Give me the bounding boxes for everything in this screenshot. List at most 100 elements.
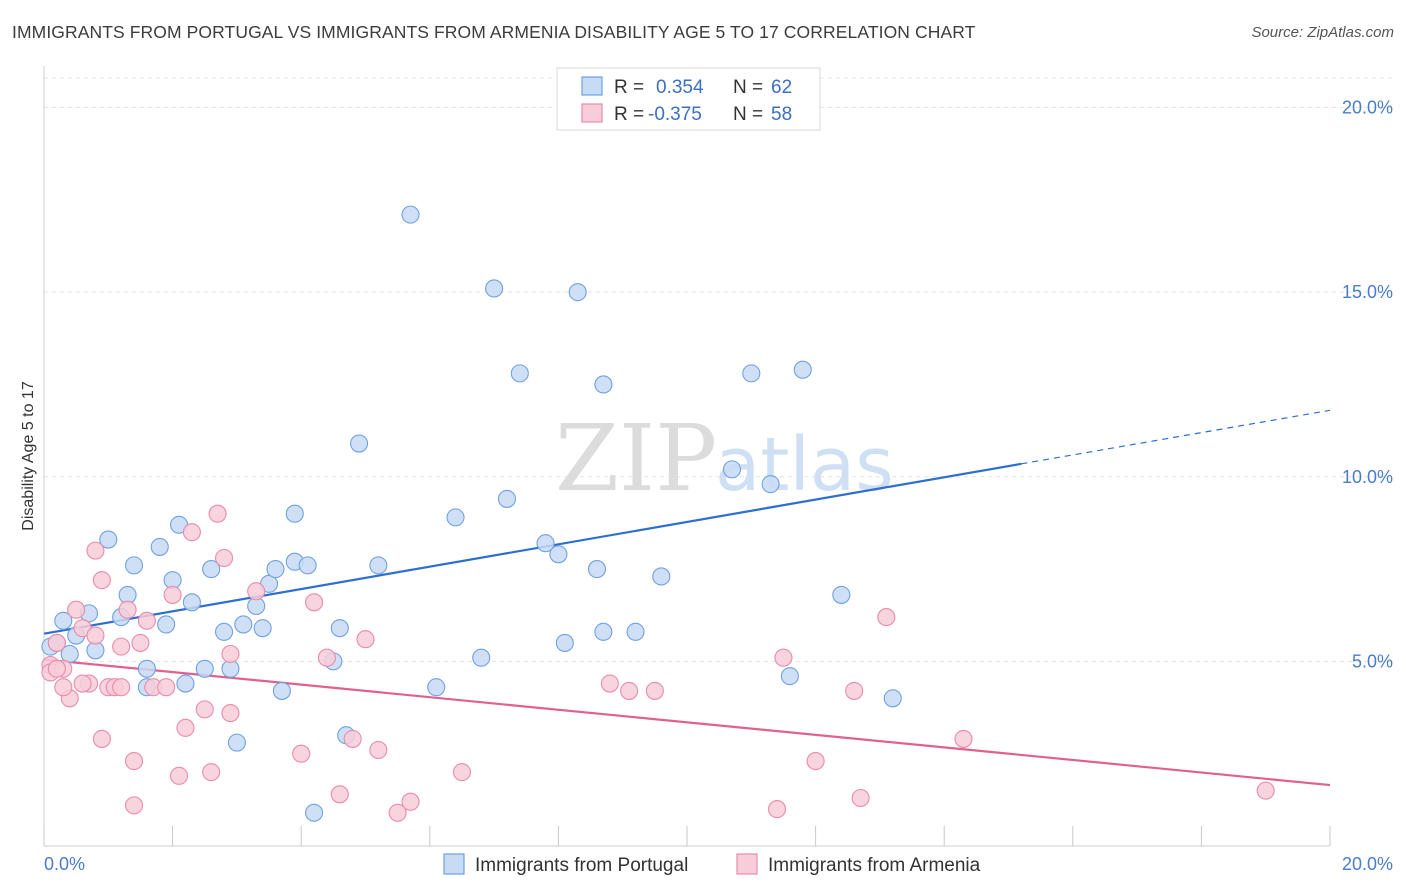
legend-n-label-portugal: N = — [733, 77, 763, 98]
portugal-point — [124, 556, 144, 575]
portugal-point — [555, 633, 574, 652]
armenia-point — [182, 523, 201, 542]
portugal-point — [195, 659, 214, 678]
armenia-point — [1256, 781, 1275, 800]
armenia-point — [620, 681, 639, 700]
armenia-point — [767, 800, 787, 819]
portugal-trend-line — [43, 462, 1022, 635]
legend-swatch-armenia — [581, 103, 603, 123]
armenia-point — [118, 600, 137, 619]
portugal-point — [472, 648, 491, 667]
portugal-point — [176, 674, 195, 693]
portugal-point — [227, 733, 246, 752]
points-layer — [41, 205, 1275, 822]
y-tick-label: 5.0% — [1352, 651, 1393, 671]
armenia-point — [221, 704, 240, 723]
portugal-point — [350, 434, 369, 453]
portugal-point — [446, 508, 465, 527]
armenia-point — [163, 585, 182, 604]
portugal-point — [427, 678, 446, 697]
portugal-point — [99, 530, 118, 549]
portugal-point — [761, 475, 780, 494]
legend-r-label-portugal: R = — [614, 77, 644, 98]
portugal-point — [253, 619, 272, 638]
legend-r-value-portugal: 0.354 — [656, 77, 704, 98]
armenia-point — [86, 626, 105, 645]
armenia-point — [137, 611, 156, 630]
grid-layer — [44, 77, 1395, 662]
armenia-point — [305, 593, 324, 612]
trend-layer — [43, 409, 1331, 787]
armenia-point — [54, 678, 73, 697]
portugal-point — [157, 615, 176, 634]
portugal-point — [182, 593, 201, 612]
portugal-point — [298, 556, 317, 575]
portugal-point — [266, 560, 285, 579]
watermark-atlas: atlas — [715, 422, 894, 508]
armenia-point — [806, 752, 825, 771]
portugal-point — [536, 534, 555, 553]
portugal-point — [137, 659, 156, 678]
portugal-point — [369, 556, 388, 575]
portugal-point — [722, 460, 742, 479]
bottom-legend-label-portugal: Immigrants from Portugal — [475, 855, 688, 876]
legend-swatch-portugal — [581, 76, 603, 96]
armenia-point — [954, 729, 973, 748]
portugal-point — [883, 689, 902, 708]
armenia-point — [157, 678, 176, 697]
portugal-point — [742, 364, 761, 383]
armenia-point — [195, 700, 214, 719]
portugal-point — [510, 364, 529, 383]
portugal-point — [549, 545, 568, 564]
chart-source: Source: ZipAtlas.com — [1251, 24, 1394, 41]
armenia-point — [845, 681, 864, 700]
portugal-point — [594, 375, 613, 394]
x-tick-label-max: 20.0% — [1342, 854, 1393, 874]
armenia-point — [851, 788, 870, 808]
armenia-point — [86, 541, 105, 560]
armenia-point — [317, 648, 336, 667]
x-tick-label-min: 0.0% — [44, 854, 85, 874]
legend-n-value-portugal: 62 — [771, 77, 792, 98]
armenia-point — [73, 674, 92, 693]
armenia-point — [221, 644, 240, 664]
armenia-point — [600, 674, 619, 693]
y-tick-label: 20.0% — [1342, 98, 1393, 118]
portugal-point — [793, 360, 812, 379]
armenia-point — [356, 630, 375, 649]
armenia-point — [247, 582, 266, 601]
armenia-point — [877, 608, 896, 627]
watermark-zip: ZIP — [555, 405, 717, 512]
portugal-point — [594, 622, 613, 641]
armenia-point — [292, 744, 311, 763]
armenia-point — [169, 766, 189, 785]
armenia-trend-line — [43, 658, 1331, 787]
armenia-point — [112, 678, 131, 697]
armenia-point — [388, 803, 407, 822]
portugal-point — [626, 622, 645, 641]
armenia-point — [401, 792, 420, 811]
portugal-point — [652, 567, 671, 586]
bottom-legend-label-armenia: Immigrants from Armenia — [768, 855, 981, 876]
armenia-point — [47, 633, 66, 652]
armenia-point — [208, 504, 227, 523]
armenia-point — [92, 571, 111, 590]
portugal-point — [497, 489, 517, 508]
portugal-point — [150, 537, 169, 556]
portugal-point — [780, 667, 799, 686]
legend-n-label-armenia: N = — [733, 104, 763, 125]
armenia-point — [67, 600, 86, 619]
armenia-point — [774, 648, 793, 667]
armenia-point — [330, 785, 349, 804]
armenia-point — [343, 729, 362, 748]
portugal-point — [285, 504, 304, 523]
portugal-point — [272, 681, 291, 700]
armenia-point — [131, 633, 150, 652]
bottom-legend: Immigrants from Portugal Immigrants from… — [443, 853, 981, 876]
portugal-point — [214, 622, 234, 641]
armenia-point — [176, 718, 195, 737]
portugal-point — [234, 615, 253, 634]
chart-title: IMMIGRANTS FROM PORTUGAL VS IMMIGRANTS F… — [12, 22, 976, 42]
armenia-point — [47, 659, 66, 678]
